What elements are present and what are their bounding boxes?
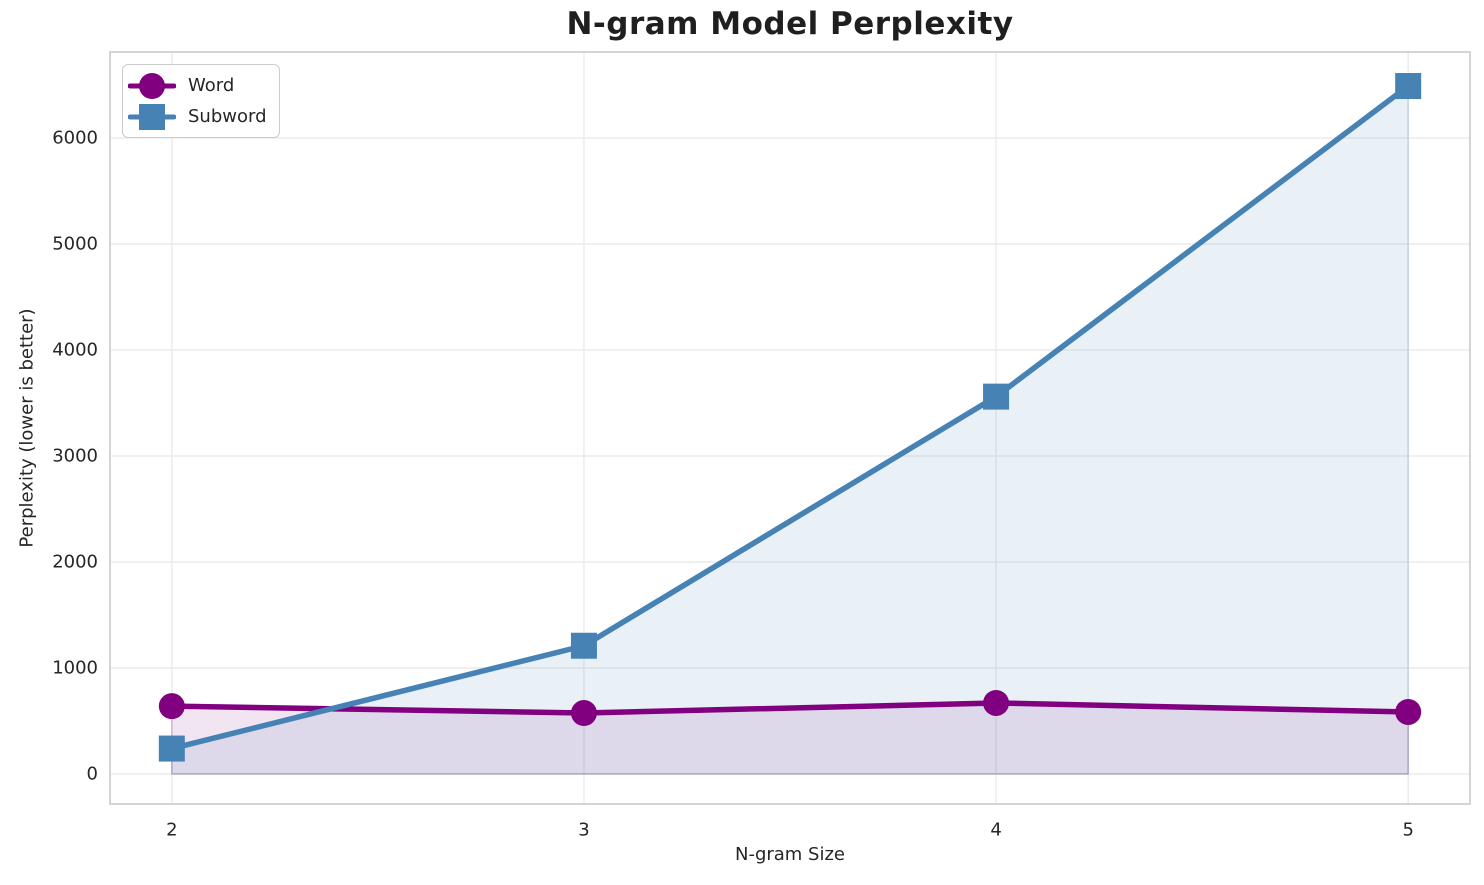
line-word <box>169 700 1411 716</box>
y-tick-label-0: 0 <box>87 764 98 785</box>
legend-item-word: Word <box>128 70 267 101</box>
y-tick-label-6000: 6000 <box>52 127 98 148</box>
word-circle-marker <box>139 72 165 99</box>
legend-item-subword: Subword <box>128 101 267 132</box>
x-tick-label-3: 3 <box>578 820 589 841</box>
marker-subword-x5 <box>1395 73 1422 100</box>
marker-subword-x2 <box>158 735 185 762</box>
x-tick-label-2: 2 <box>166 820 177 841</box>
x-axis-label: N-gram Size <box>734 844 846 865</box>
marker-word-x5 <box>1395 698 1422 725</box>
x-tick-label-5: 5 <box>1402 820 1413 841</box>
marker-subword-x4 <box>983 383 1010 410</box>
marker-word-x3 <box>570 700 597 727</box>
subword-marker-icon <box>128 103 176 130</box>
y-tick-label-3000: 3000 <box>52 445 98 466</box>
chart-title: N-gram Model Perplexity <box>566 6 1014 42</box>
y-tick-label-5000: 5000 <box>52 233 98 254</box>
marker-word-x4 <box>983 689 1010 716</box>
subword-square-marker <box>139 103 165 130</box>
y-tick-label-1000: 1000 <box>52 657 98 678</box>
y-tick-label-2000: 2000 <box>52 551 98 572</box>
line-subword <box>169 83 1411 752</box>
area-fill-subword <box>171 84 1409 775</box>
word-marker-icon <box>128 72 176 99</box>
y-tick-label-4000: 4000 <box>52 339 98 360</box>
y-axis-label: Perplexity (lower is better) <box>16 308 38 548</box>
legend: Word Subword <box>122 64 280 138</box>
legend-label-word: Word <box>188 75 235 96</box>
plot-border <box>109 51 1471 805</box>
x-tick-label-4: 4 <box>990 820 1001 841</box>
marker-word-x2 <box>158 693 185 720</box>
legend-label-subword: Subword <box>188 106 267 127</box>
marker-subword-x3 <box>570 632 597 659</box>
